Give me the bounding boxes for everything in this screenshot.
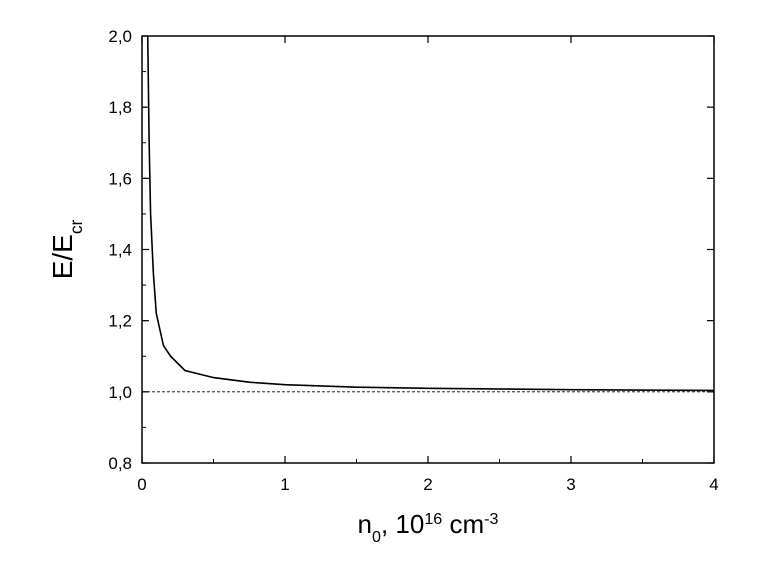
x-axis-label-part: 16 [424,510,442,528]
y-tick-label: 1,6 [108,169,132,188]
x-tick-label: 4 [709,475,718,494]
y-axis-label-part: E/E [47,234,78,279]
y-axis-label: E/Ecr [47,219,86,279]
x-axis-label: n0, 1016 cm-3 [358,509,499,546]
x-axis-label-part: cm [442,509,484,539]
x-tick-label: 2 [423,475,432,494]
y-tick-label: 1,2 [108,312,132,331]
plot-frame [141,35,715,464]
x-tick-label: 1 [280,475,289,494]
x-tick-label: 3 [566,475,575,494]
x-axis-label-part: n [358,509,372,539]
y-tick-label: 1,4 [108,241,132,260]
y-tick-label: 1,8 [108,98,132,117]
y-tick-label: 0,8 [108,454,132,473]
y-tick-label: 1,0 [108,383,132,402]
data-line [146,35,715,392]
x-tick-label: 0 [137,475,146,494]
y-axis-label-part: cr [66,219,86,234]
x-axis-label-part: , 10 [381,509,424,539]
x-axis-label-part: -3 [484,510,498,528]
x-axis-label-part: 0 [372,528,381,546]
y-tick-label: 2,0 [108,27,132,46]
